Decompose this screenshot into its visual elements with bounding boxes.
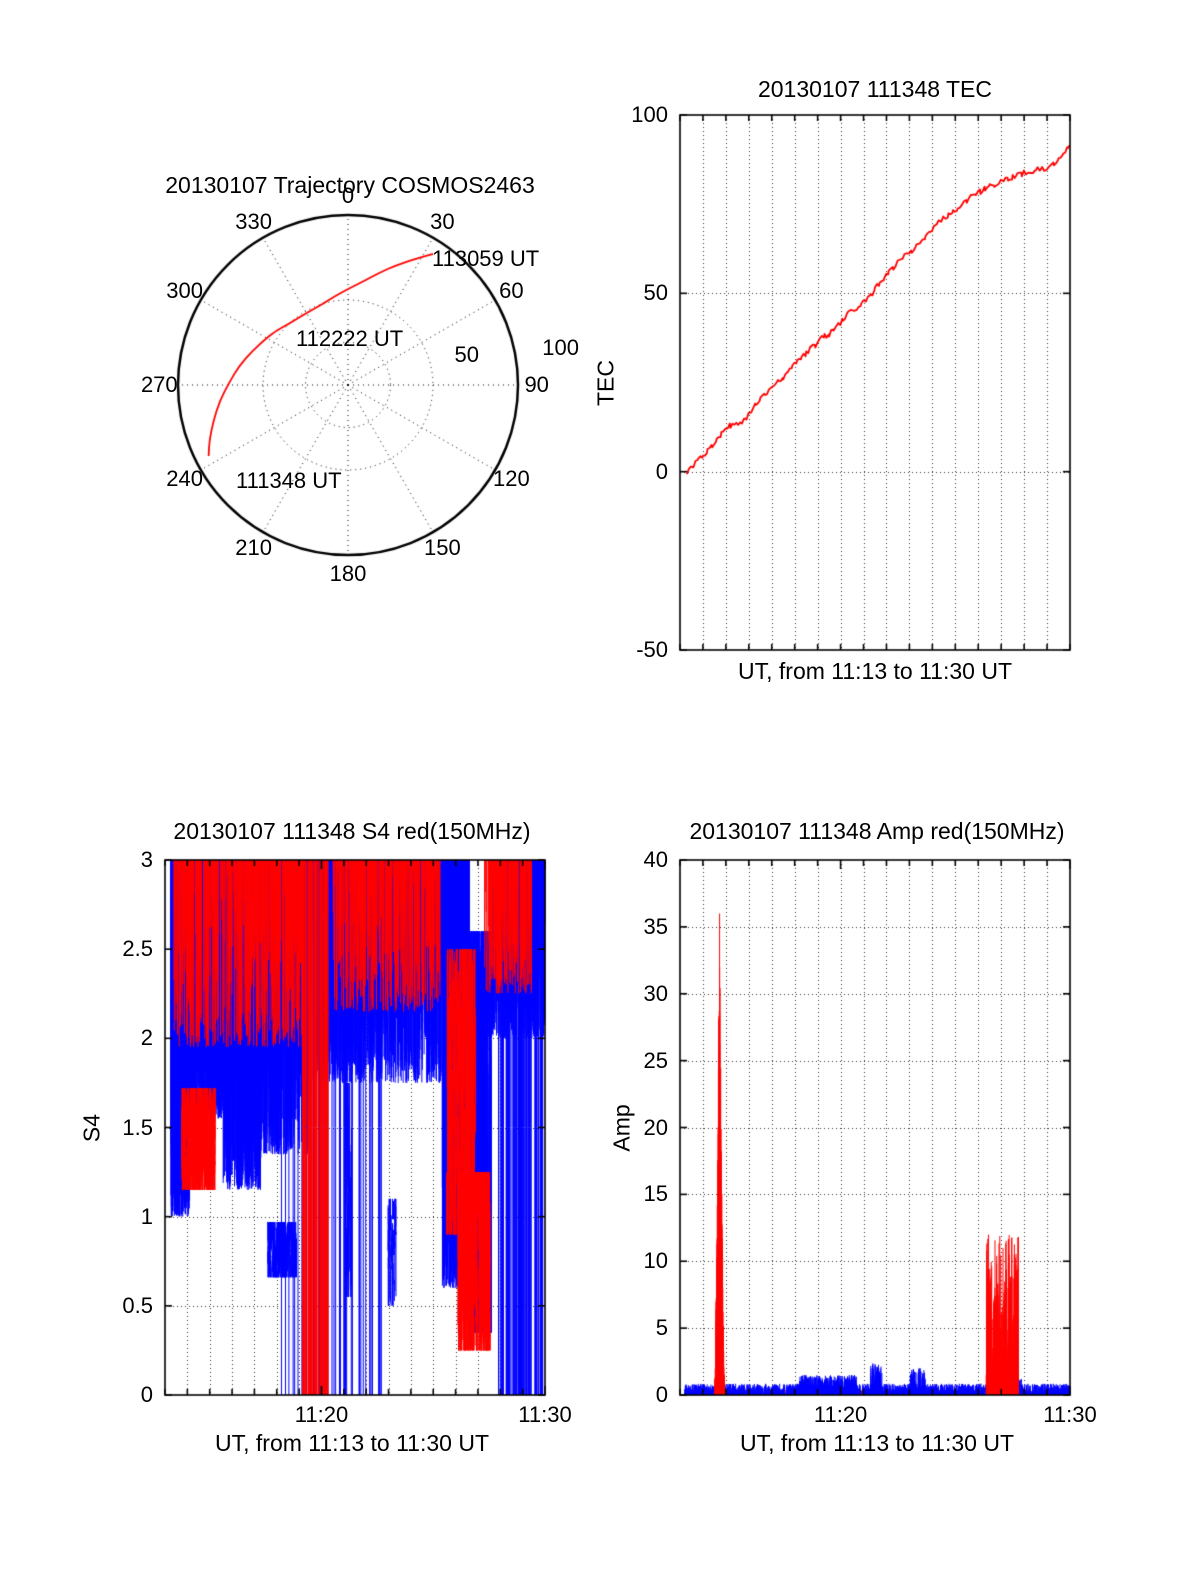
trajectory-annotation-start-time: 113059 UT — [432, 246, 540, 271]
trajectory-annotation-end-time: 111348 UT — [236, 468, 342, 493]
polar-azimuth-label: 270 — [140, 372, 178, 397]
tec-y-axis-label: TEC — [592, 360, 619, 406]
polar-azimuth-label: 150 — [423, 535, 461, 561]
polar-azimuth-label: 300 — [166, 277, 203, 303]
amp-y-axis-label: Amp — [608, 1104, 635, 1152]
tec-y-tick-label: -50 — [636, 637, 668, 662]
amp-y-tick-label: 5 — [655, 1315, 668, 1341]
s4-plot-title: 20130107 111348 S4 red(150MHz) — [173, 818, 531, 844]
tec-y-tick-label: 50 — [643, 280, 668, 306]
polar-plot-title: 20130107 Trajectory COSMOS2463 — [165, 172, 535, 198]
amp-y-tick-label: 30 — [643, 980, 668, 1006]
s4-y-axis-label: S4 — [78, 1113, 105, 1143]
tec-y-tick-label: 100 — [631, 102, 668, 127]
polar-radial-label: 100 — [542, 334, 579, 360]
amp-plot-title: 20130107 111348 Amp red(150MHz) — [689, 818, 1065, 844]
amp-x-tick-label: 11:20 — [813, 1402, 868, 1427]
amp-y-tick-label: 0 — [655, 1382, 668, 1407]
s4-y-tick-label: 2.5 — [122, 936, 153, 962]
amp-x-axis-label: UT, from 11:13 to 11:30 UT — [740, 1430, 1014, 1456]
amp-y-tick-label: 35 — [643, 913, 668, 939]
amp-x-tick-label: 11:30 — [1043, 1402, 1097, 1427]
polar-azimuth-label: 90 — [524, 372, 549, 397]
s4-x-tick-label: 11:30 — [518, 1402, 572, 1427]
tec-y-tick-label: 0 — [655, 458, 668, 484]
amp-y-tick-label: 25 — [643, 1047, 668, 1073]
polar-azimuth-label: 120 — [493, 466, 530, 492]
polar-azimuth-label: 330 — [235, 208, 272, 234]
amp-y-tick-label: 40 — [643, 847, 668, 872]
s4-x-axis-label: UT, from 11:13 to 11:30 UT — [215, 1430, 489, 1456]
polar-radial-label: 50 — [454, 342, 479, 368]
s4-y-tick-label: 0.5 — [122, 1292, 153, 1318]
trajectory-annotation-mid-time: 112222 UT — [296, 326, 404, 351]
s4-y-tick-label: 2 — [140, 1025, 153, 1051]
polar-azimuth-label: 240 — [166, 466, 203, 492]
amp-y-tick-label: 10 — [643, 1248, 668, 1274]
s4-x-tick-label: 11:20 — [294, 1402, 349, 1427]
s4-y-tick-label: 0 — [140, 1382, 153, 1407]
polar-azimuth-label: 0 — [341, 183, 355, 209]
polar-azimuth-label: 30 — [430, 208, 455, 234]
polar-azimuth-label: 60 — [499, 277, 524, 303]
s4-y-tick-label: 3 — [140, 847, 153, 872]
s4-y-tick-label: 1.5 — [122, 1114, 153, 1140]
amp-y-tick-label: 20 — [643, 1114, 668, 1140]
polar-azimuth-label: 210 — [235, 535, 272, 561]
tec-x-axis-label: UT, from 11:13 to 11:30 UT — [738, 658, 1012, 684]
amp-y-tick-label: 15 — [643, 1181, 668, 1207]
tec-plot-title: 20130107 111348 TEC — [757, 76, 993, 102]
s4-y-tick-label: 1 — [140, 1203, 153, 1229]
polar-azimuth-label: 180 — [329, 560, 367, 586]
